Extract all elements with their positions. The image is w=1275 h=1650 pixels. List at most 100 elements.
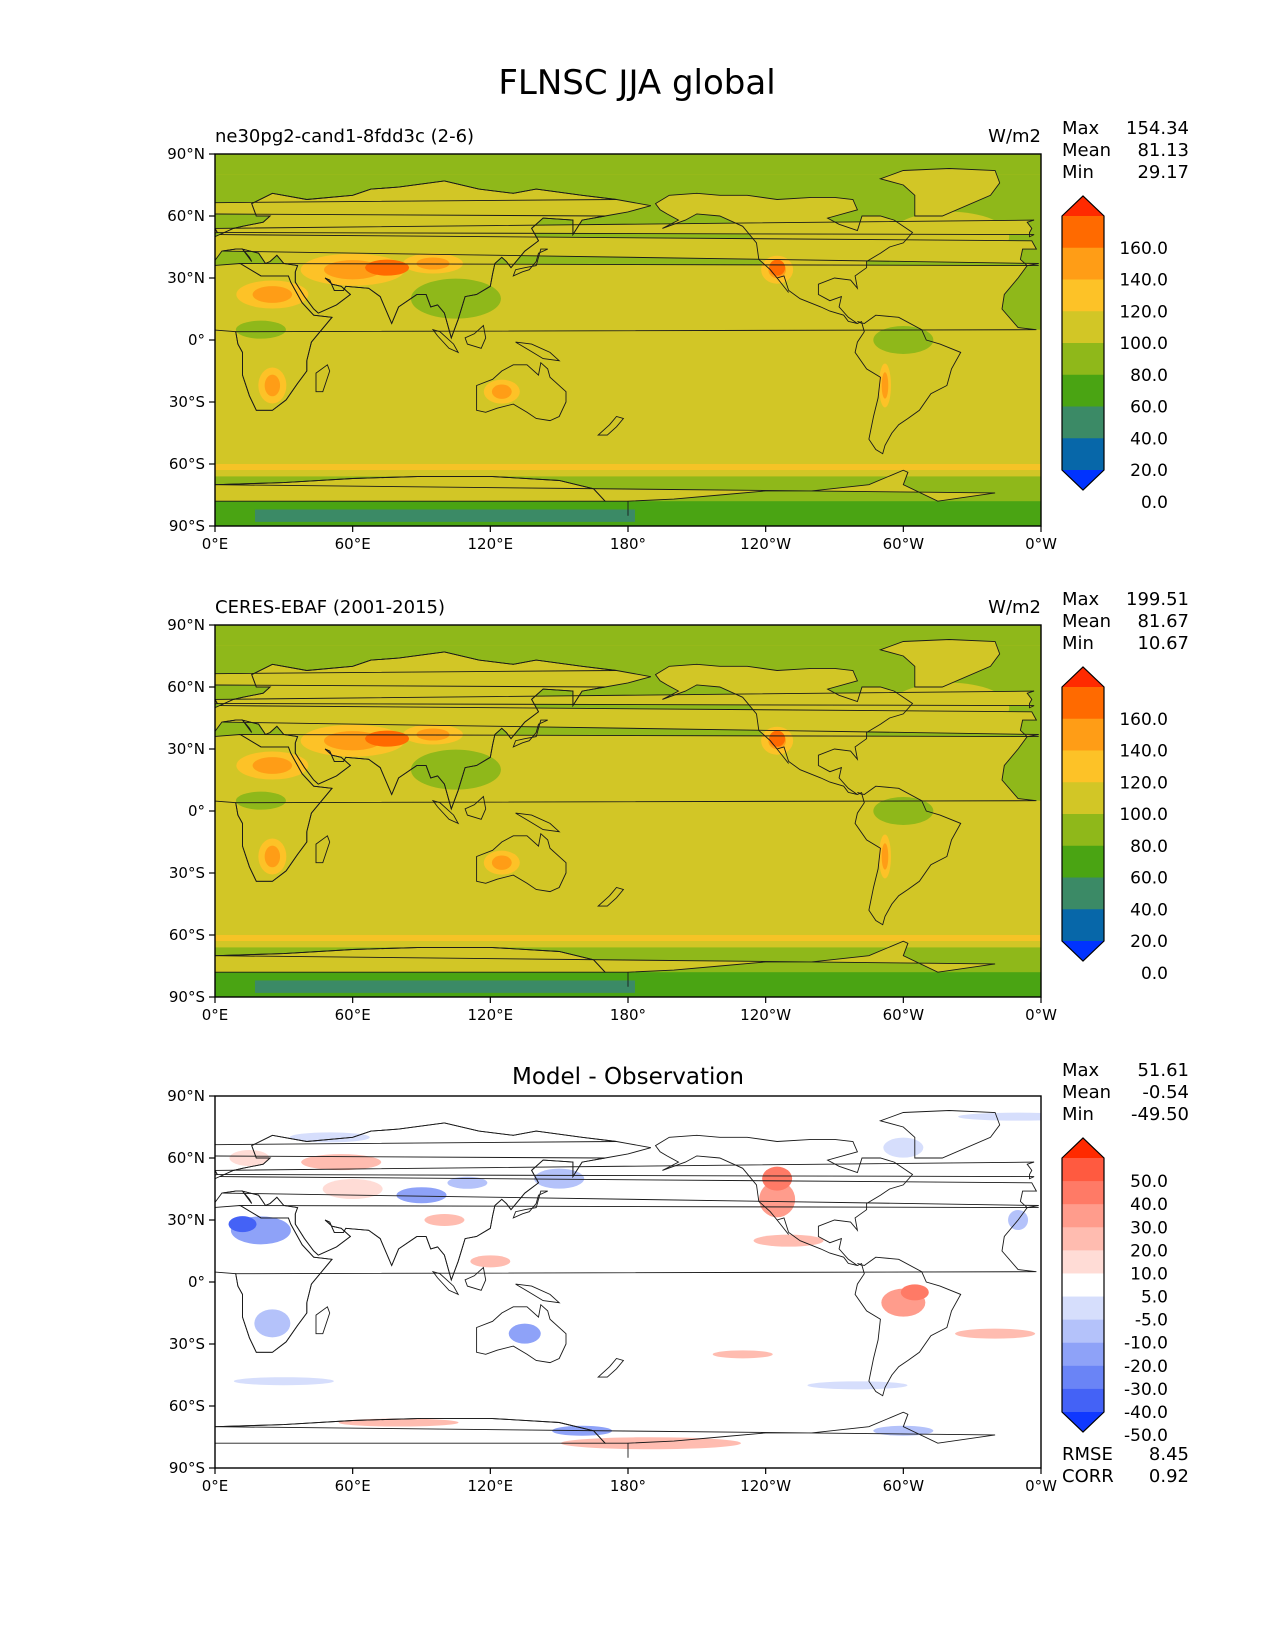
field-anomaly-19 bbox=[233, 1377, 334, 1386]
coastline-uk bbox=[215, 1161, 1035, 1180]
colorbar-level-label: 5.0 bbox=[1141, 1288, 1168, 1308]
y-tick-label: 90°S bbox=[169, 1459, 205, 1477]
y-tick-label: 90°N bbox=[167, 616, 205, 634]
coastline-eurasia bbox=[215, 1122, 617, 1282]
field-anomaly-5 bbox=[534, 1168, 585, 1189]
colorbar-level-label: 40.0 bbox=[1130, 900, 1168, 920]
land-fill-newguinea bbox=[515, 342, 560, 361]
land-fill-madagascar bbox=[316, 835, 330, 863]
colorbar-level-label: 120.0 bbox=[1119, 302, 1168, 322]
stat-value-max: 199.51 bbox=[1126, 589, 1189, 610]
coastline-eurasia bbox=[215, 180, 617, 340]
stat-value-mean: -0.54 bbox=[1142, 1082, 1189, 1103]
stat-label-corr: CORR bbox=[1062, 1466, 1114, 1487]
colorbar-swatch bbox=[1062, 1273, 1104, 1298]
field-hot-0 bbox=[252, 757, 293, 774]
land-fill-nz bbox=[598, 416, 624, 436]
colorbar-level-label: -30.0 bbox=[1124, 1380, 1168, 1400]
coastline-namerica bbox=[654, 663, 914, 796]
stat-value-max: 154.34 bbox=[1126, 118, 1189, 139]
stat-value-min: 29.17 bbox=[1137, 162, 1189, 183]
colorbar-swatch bbox=[1062, 1204, 1104, 1228]
coastline-newguinea bbox=[515, 1283, 561, 1304]
x-tick-label: 180° bbox=[610, 535, 646, 553]
y-tick-label: 30°N bbox=[167, 269, 205, 287]
map-field bbox=[215, 1096, 1041, 1468]
coastline-madagascar bbox=[315, 1306, 331, 1335]
y-tick-label: 0° bbox=[188, 331, 205, 349]
colorbar-level-label: 0.0 bbox=[1141, 964, 1168, 984]
stat-label-mean: Mean bbox=[1062, 140, 1111, 161]
field-anomaly-21 bbox=[712, 1350, 773, 1359]
coastline-japan bbox=[512, 1190, 548, 1219]
colorbar: 160.0 140.0 120.0 100.0 80.0 60.0 40.0 20.0 0.0 bbox=[1061, 195, 1168, 513]
y-tick-label: 0° bbox=[188, 1273, 205, 1291]
colorbar-swatch bbox=[1062, 406, 1104, 439]
stat-label-rmse: RMSE bbox=[1062, 1444, 1113, 1465]
x-tick-label: 120°E bbox=[468, 535, 514, 553]
coastline-nz bbox=[597, 1357, 625, 1378]
colorbar-swatch bbox=[1062, 687, 1104, 720]
field-anomaly-3 bbox=[396, 1187, 447, 1204]
field-anomaly-14 bbox=[753, 1234, 824, 1247]
stat-label-mean: Mean bbox=[1062, 611, 1111, 632]
colorbar-swatch bbox=[1062, 1250, 1104, 1274]
field-band-antarctic-low bbox=[255, 509, 635, 522]
coastline-borneo bbox=[464, 1266, 487, 1291]
field-anomaly-10 bbox=[759, 1181, 796, 1218]
colorbar-extend-min bbox=[1062, 470, 1104, 490]
colorbar-level-label: -50.0 bbox=[1124, 1426, 1168, 1446]
colorbar-swatch bbox=[1062, 1319, 1104, 1344]
colorbar-outline bbox=[1061, 1137, 1105, 1433]
field-hottest-asia bbox=[365, 259, 410, 276]
field-anomaly-1 bbox=[228, 1216, 257, 1233]
coastline-samerica bbox=[854, 785, 962, 926]
y-tick-label: 90°N bbox=[167, 145, 205, 163]
field-anomaly-7 bbox=[424, 1214, 465, 1226]
field-band-antarctic-low bbox=[255, 980, 635, 993]
colorbar-swatch bbox=[1062, 216, 1104, 249]
x-tick-label: 180° bbox=[610, 1477, 646, 1495]
field-hot-4 bbox=[264, 374, 281, 397]
field-amazon bbox=[873, 797, 934, 825]
coastline-madagascar bbox=[315, 364, 331, 393]
colorbar-level-label: 100.0 bbox=[1119, 805, 1168, 825]
stat-value-min: -49.50 bbox=[1131, 1104, 1189, 1125]
colorbar-swatch bbox=[1062, 311, 1104, 344]
y-tick-label: 60°S bbox=[169, 926, 205, 944]
stat-value-min: 10.67 bbox=[1137, 633, 1189, 654]
colorbar-swatch bbox=[1062, 909, 1104, 942]
stat-label-mean: Mean bbox=[1062, 1082, 1111, 1103]
coastline-africa bbox=[215, 734, 333, 882]
colorbar-swatch bbox=[1062, 1296, 1104, 1321]
colorbar-level-label: 80.0 bbox=[1130, 837, 1168, 857]
field-hot-5 bbox=[491, 855, 512, 870]
field-hottest-asia bbox=[365, 730, 410, 747]
field-anomaly-11 bbox=[762, 1166, 793, 1191]
stat-value-corr: 0.92 bbox=[1149, 1466, 1189, 1487]
field-congo bbox=[235, 320, 286, 339]
x-tick-label: 60°E bbox=[335, 535, 371, 553]
field-hot-2 bbox=[416, 728, 450, 741]
colorbar-level-label: -10.0 bbox=[1124, 1334, 1168, 1354]
stat-value-mean: 81.13 bbox=[1137, 140, 1189, 161]
y-tick-label: 60°N bbox=[167, 678, 205, 696]
y-tick-label: 30°S bbox=[169, 393, 205, 411]
colorbar-level-label: 20.0 bbox=[1130, 932, 1168, 952]
x-tick-label: 120°E bbox=[468, 1477, 514, 1495]
x-tick-label: 120°W bbox=[740, 1477, 791, 1495]
land-fill-sumatra bbox=[433, 329, 459, 353]
coastline-uk bbox=[215, 219, 1035, 238]
figure-title: FLNSC JJA global bbox=[498, 63, 775, 103]
field-hot-6 bbox=[881, 843, 889, 870]
coastline-africa bbox=[215, 263, 333, 411]
coastline-uk bbox=[215, 690, 1035, 709]
coastline-australia bbox=[476, 361, 567, 422]
colorbar-level-label: 140.0 bbox=[1119, 742, 1168, 762]
colorbar-level-label: 40.0 bbox=[1130, 429, 1168, 449]
panel-title-left: CERES-EBAF (2001-2015) bbox=[215, 597, 445, 618]
land-fill-antarctica bbox=[215, 947, 606, 973]
coastline-namerica bbox=[654, 1134, 914, 1267]
coastline-japan bbox=[512, 248, 548, 277]
field-hot-2 bbox=[416, 257, 450, 270]
